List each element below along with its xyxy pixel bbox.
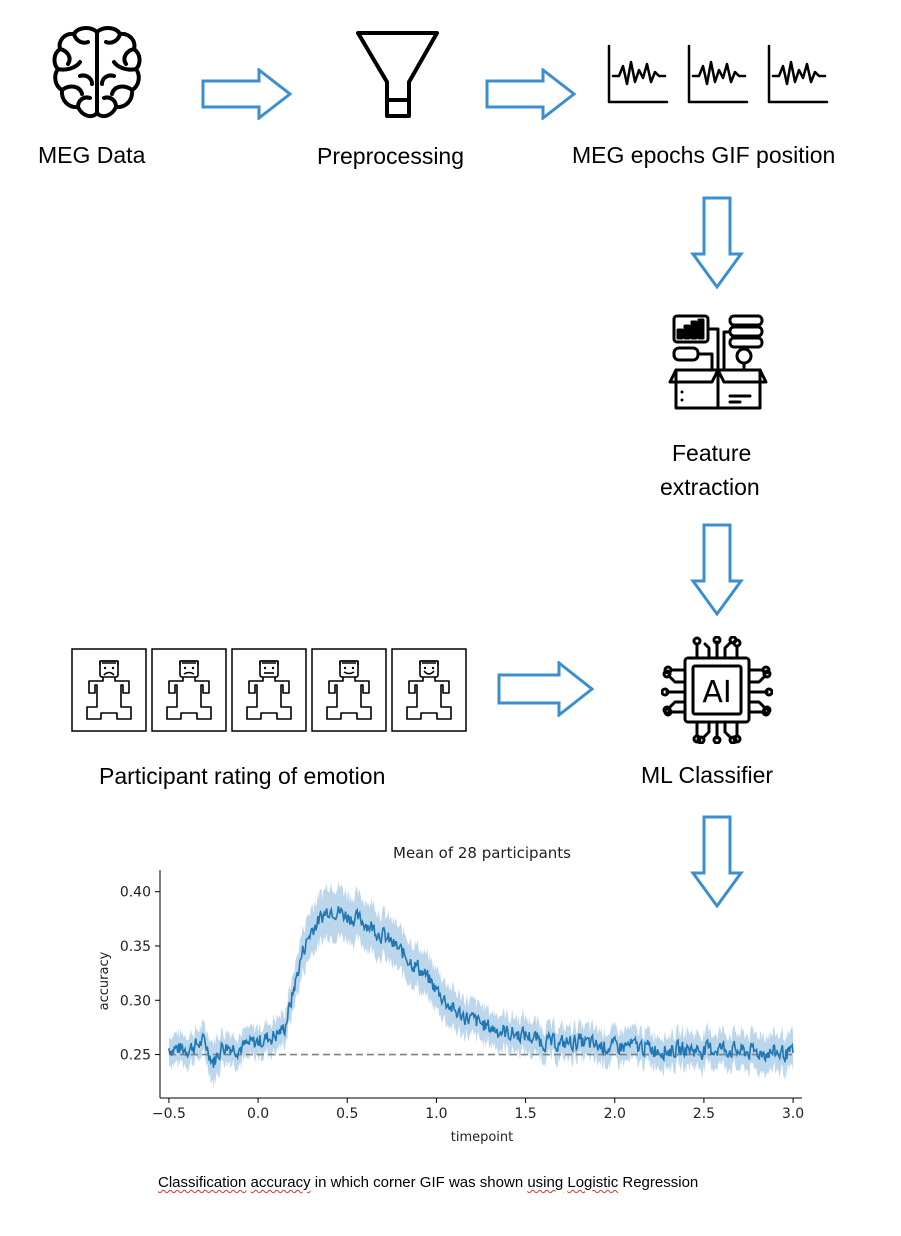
x-axis-label: timepoint <box>451 1130 514 1145</box>
arrow-right-icon <box>201 68 293 120</box>
feature-extraction-icon <box>668 314 768 410</box>
x-tick-label: 1.5 <box>514 1106 536 1122</box>
y-tick-label: 0.40 <box>120 885 151 901</box>
meg-signals-icon <box>607 44 829 104</box>
preprocessing-label: Preprocessing <box>317 143 465 169</box>
x-tick-label: 0.5 <box>336 1106 358 1122</box>
y-tick-label: 0.30 <box>120 993 151 1009</box>
emotion-rating-scale <box>71 648 467 732</box>
meg-data-label: MEG Data <box>38 142 146 168</box>
feature-extraction-label-line2: extraction <box>660 474 760 500</box>
emotion-face-neutral <box>231 648 307 732</box>
emotion-face-happy <box>311 648 387 732</box>
caption-word: Classification <box>158 1174 247 1191</box>
arrow-down-icon <box>690 196 744 290</box>
feature-extraction-label-line1: Feature <box>672 440 752 466</box>
y-tick-label: 0.25 <box>120 1048 151 1064</box>
x-tick-label: 1.0 <box>425 1106 447 1122</box>
y-axis-label: accuracy <box>97 951 112 1010</box>
accuracy-chart: Mean of 28 participants timepoint accura… <box>97 844 804 1145</box>
chart-title: Mean of 28 participants <box>393 844 571 862</box>
arrow-down-icon <box>690 815 744 909</box>
x-tick-label: 0.0 <box>247 1106 269 1122</box>
mean-accuracy-line <box>168 906 794 1068</box>
caption-word: in which corner GIF was shown <box>310 1174 528 1191</box>
caption-word: Regression <box>618 1174 699 1191</box>
emotion-face-very-happy <box>391 648 467 732</box>
emotion-face-very-sad <box>71 648 147 732</box>
caption-word: Logistic <box>567 1174 619 1191</box>
ml-classifier-label: ML Classifier <box>641 762 774 788</box>
figure-caption: Classification accuracy in which corner … <box>158 1174 698 1191</box>
arrow-right-icon <box>485 68 577 120</box>
x-tick-label: 2.0 <box>604 1106 626 1122</box>
arrow-right-icon <box>497 661 595 717</box>
x-tick-label: 3.0 <box>782 1106 804 1122</box>
brain-icon <box>52 26 142 119</box>
participant-rating-label: Participant rating of emotion <box>99 763 386 789</box>
x-tick-label: 2.5 <box>693 1106 715 1122</box>
x-tick-label: −0.5 <box>152 1106 186 1122</box>
caption-word: using <box>527 1174 564 1191</box>
funnel-icon <box>356 31 439 118</box>
arrow-down-icon <box>690 523 744 617</box>
epochs-label: MEG epochs GIF position <box>572 142 836 168</box>
y-tick-label: 0.35 <box>120 939 151 955</box>
ai-chip-text: AI <box>702 675 731 710</box>
caption-word: accuracy <box>250 1174 311 1191</box>
confidence-band <box>168 881 794 1090</box>
ai-chip-icon: AI <box>661 636 773 744</box>
emotion-face-sad <box>151 648 227 732</box>
